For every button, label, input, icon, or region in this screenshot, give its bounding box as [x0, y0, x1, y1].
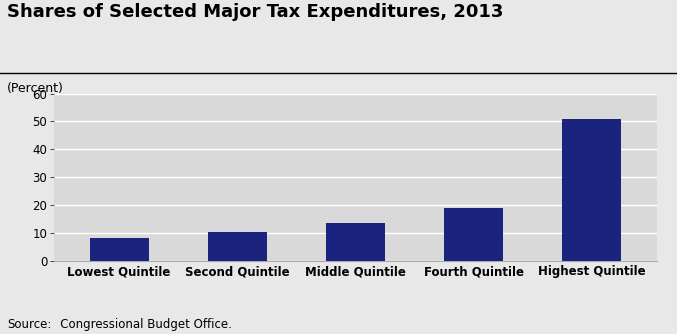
Bar	[89, 238, 149, 261]
Text: Congressional Budget Office.: Congressional Budget Office.	[49, 318, 232, 331]
Bar	[562, 119, 621, 261]
Text: Source:: Source:	[7, 318, 51, 331]
Bar	[444, 208, 503, 261]
Text: (Percent): (Percent)	[7, 82, 64, 95]
Bar	[208, 231, 267, 261]
Text: Shares of Selected Major Tax Expenditures, 2013: Shares of Selected Major Tax Expenditure…	[7, 3, 503, 21]
Bar	[326, 223, 385, 261]
